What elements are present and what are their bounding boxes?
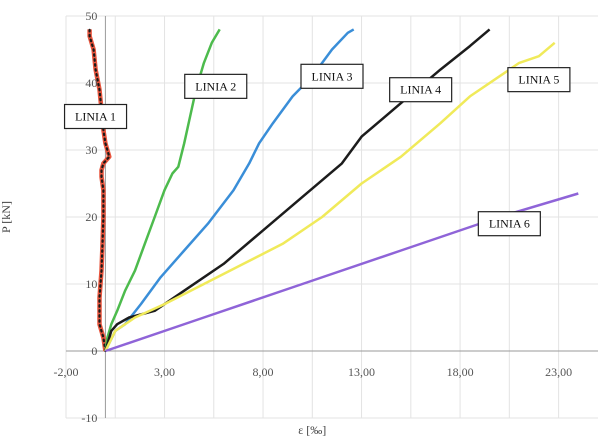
x-tick-label: 13,00 bbox=[348, 365, 375, 379]
x-tick-label: 18,00 bbox=[447, 365, 474, 379]
x-axis-title: ε [‰] bbox=[298, 423, 326, 437]
line-label-box bbox=[184, 73, 248, 99]
line-label-linia-1: LINIA 1 bbox=[63, 103, 128, 130]
line-label-linia-6: LINIA 6 bbox=[477, 211, 541, 237]
series-linia-3-line bbox=[104, 28, 355, 352]
y-tick-label: 50 bbox=[85, 9, 97, 23]
x-tick-label: 23,00 bbox=[545, 365, 572, 379]
series-linia-5-line bbox=[104, 41, 556, 352]
y-tick-label: -10 bbox=[81, 411, 97, 425]
line-labels: LINIA 1 LINIA 2 LINIA 3 LINIA 4 LINIA 5 LINIA… bbox=[63, 63, 571, 237]
y-tick-label: 30 bbox=[85, 143, 97, 157]
line-label-box bbox=[300, 63, 364, 89]
y-tick-label: 10 bbox=[85, 277, 97, 291]
line-label-text: LINIA 4 bbox=[400, 83, 441, 97]
x-tick-label: 3,00 bbox=[154, 365, 175, 379]
x-tick-label: -2,00 bbox=[54, 365, 79, 379]
line-label-text: LINIA 3 bbox=[312, 69, 353, 83]
line-label-text: LINIA 1 bbox=[75, 110, 116, 124]
line-label-text: LINIA 6 bbox=[489, 217, 530, 231]
line-label-linia-5: LINIA 5 bbox=[507, 67, 571, 93]
line-label-text: LINIA 5 bbox=[518, 73, 559, 87]
y-tick-label: 0 bbox=[91, 344, 97, 358]
y-tick-label: 20 bbox=[85, 210, 97, 224]
x-tick-label: 8,00 bbox=[253, 365, 274, 379]
y-tick-label: 40 bbox=[85, 76, 97, 90]
tick-labels: -2,00 3,00 8,00 13,00 18,00 23,00 -10 0 10 20 30 40… bbox=[54, 9, 573, 425]
line-label-box bbox=[507, 67, 571, 93]
line-label-box bbox=[389, 77, 453, 103]
y-axis-title: P [kN] bbox=[0, 201, 13, 233]
series-linia-1-dots bbox=[88, 28, 111, 353]
line-label-linia-4: LINIA 4 bbox=[389, 77, 453, 103]
line-label-text: LINIA 2 bbox=[195, 79, 236, 93]
line-label-linia-2: LINIA 2 bbox=[184, 73, 248, 99]
line-label-linia-3: LINIA 3 bbox=[300, 63, 364, 89]
line-label-box bbox=[477, 211, 541, 237]
line-label-box bbox=[63, 103, 128, 130]
